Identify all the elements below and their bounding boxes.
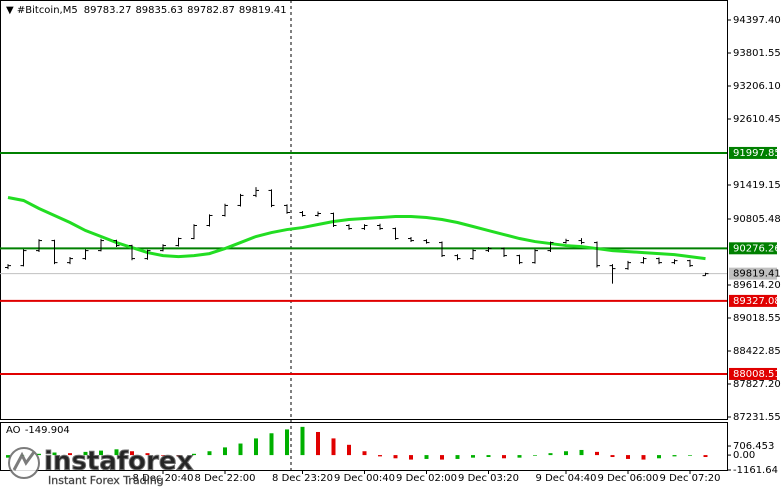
indicator-bar: [517, 455, 522, 458]
indicator-y-tick-label: -1161.64: [733, 465, 778, 476]
close-value: 89819.41: [239, 5, 287, 16]
x-tick-label: 9 Dec 04:40: [536, 473, 597, 484]
indicator-bar: [130, 451, 134, 456]
indicator-bar: [424, 455, 429, 459]
indicator-name: AO: [6, 425, 21, 436]
y-tick-label: 88422.85: [733, 346, 781, 357]
indicator-bar: [37, 453, 41, 456]
x-tick-label: 8 Dec 20:40: [133, 473, 194, 484]
open-value: 89783.27: [84, 5, 132, 16]
x-tick-label: 8 Dec 22:00: [195, 473, 256, 484]
indicator-bar: [471, 455, 475, 458]
x-tick-label: 9 Dec 07:20: [660, 473, 721, 484]
indicator-bar: [502, 455, 506, 459]
indicator-bar: [316, 431, 320, 456]
y-tick-label: 90805.48: [733, 214, 781, 225]
price-level-label: 88008.51: [733, 369, 781, 380]
y-tick-label: 92610.45: [733, 114, 781, 125]
indicator-bar: [595, 451, 599, 456]
indicator-bar: [548, 453, 553, 456]
indicator-bar: [83, 451, 88, 456]
price-level-tag: [729, 367, 777, 380]
watermark-logo-mark: [12, 451, 36, 471]
indicator-bar: [409, 455, 413, 460]
price-level-label: 90276.26: [733, 243, 781, 254]
price-level-tag: [729, 146, 777, 159]
price-level-tag: [729, 242, 777, 255]
watermark-tagline: Instant Forex Trading: [48, 474, 164, 487]
indicator-bar: [672, 455, 677, 457]
watermark: instaforex Instant Forex Trading: [8, 446, 194, 487]
indicator-bar: [145, 453, 150, 456]
y-tick-label: 94397.40: [733, 15, 781, 26]
indicator-header: AO -149.904: [6, 425, 70, 436]
y-tick-label: 91419.15: [733, 180, 781, 191]
x-tick-label: 9 Dec 02:00: [396, 473, 457, 484]
indicator-value: -149.904: [25, 425, 70, 436]
indicator-bar: [285, 429, 289, 456]
price-level-tag: [729, 267, 777, 280]
indicator-bar: [610, 455, 615, 458]
indicator-y-tick-label: 706.453: [733, 441, 774, 452]
price-level-label: 91997.85: [733, 148, 781, 159]
moving-average: [7, 196, 706, 261]
y-tick-label: 87827.20: [733, 379, 781, 390]
x-tick-label: 8 Dec 23:20: [272, 473, 333, 484]
indicator-bar: [300, 426, 305, 456]
indicator-bar: [626, 455, 630, 459]
indicator-bar: [564, 451, 568, 456]
price-level-label: 89327.08: [733, 296, 781, 307]
y-tick-label: 89614.20: [733, 280, 781, 291]
indicator-bar: [114, 449, 119, 456]
price-layer: 94397.40 93801.55 93206.10 92610.45 91419.15…: [0, 15, 781, 484]
indicator-bar: [331, 438, 336, 456]
x-tick-label: 9 Dec 03:20: [458, 473, 519, 484]
indicator-bar: [99, 450, 103, 456]
indicator-bar: [579, 449, 584, 456]
y-tick-label: 89018.55: [733, 313, 781, 324]
symbol: #Bitcoin,M5: [17, 5, 78, 16]
price-panel-frame: [0, 0, 728, 420]
indicator-bar: [486, 455, 491, 458]
price-level-label: 89819.41: [733, 269, 781, 280]
indicator-bar: [347, 444, 351, 456]
menu-arrow: ▼: [6, 5, 17, 16]
indicator-bar: [207, 451, 212, 456]
indicator-bar: [238, 443, 243, 456]
indicator-bar: [192, 453, 196, 456]
indicator-bar: [52, 452, 57, 456]
indicator-bar: [269, 433, 274, 456]
indicator-bar: [378, 455, 382, 457]
indicator-bar: [703, 455, 708, 458]
watermark-brand: instaforex: [44, 447, 194, 477]
y-tick-label: 87231.55: [733, 412, 781, 423]
indicator-bar: [533, 455, 537, 456]
indicator-y-tick-label: 0.00: [733, 450, 755, 461]
indicator-bar: [440, 455, 444, 460]
indicator-bar: [6, 455, 10, 458]
indicator-bar: [455, 455, 460, 459]
indicator-bar: [362, 451, 367, 456]
x-tick-label: 9 Dec 00:40: [334, 473, 395, 484]
indicator-bar: [223, 447, 227, 456]
low-value: 89782.87: [187, 5, 235, 16]
x-tick-label: 9 Dec 06:00: [598, 473, 659, 484]
price-level-tag: [729, 294, 777, 307]
y-tick-label: 93801.55: [733, 48, 781, 59]
indicator-bar: [688, 455, 692, 456]
indicator-bar: [161, 455, 165, 456]
indicator-bar: [641, 455, 646, 460]
indicator-bar: [176, 455, 181, 457]
indicator-bar: [657, 455, 661, 459]
indicator-bar: [68, 453, 72, 456]
indicator-bar: [393, 455, 398, 459]
chart-header: ▼ #Bitcoin,M5 89783.27 89835.63 89782.87 898…: [6, 5, 287, 16]
high-value: 89835.63: [135, 5, 183, 16]
y-tick-label: 93206.10: [733, 81, 781, 92]
indicator-bar: [254, 438, 258, 456]
